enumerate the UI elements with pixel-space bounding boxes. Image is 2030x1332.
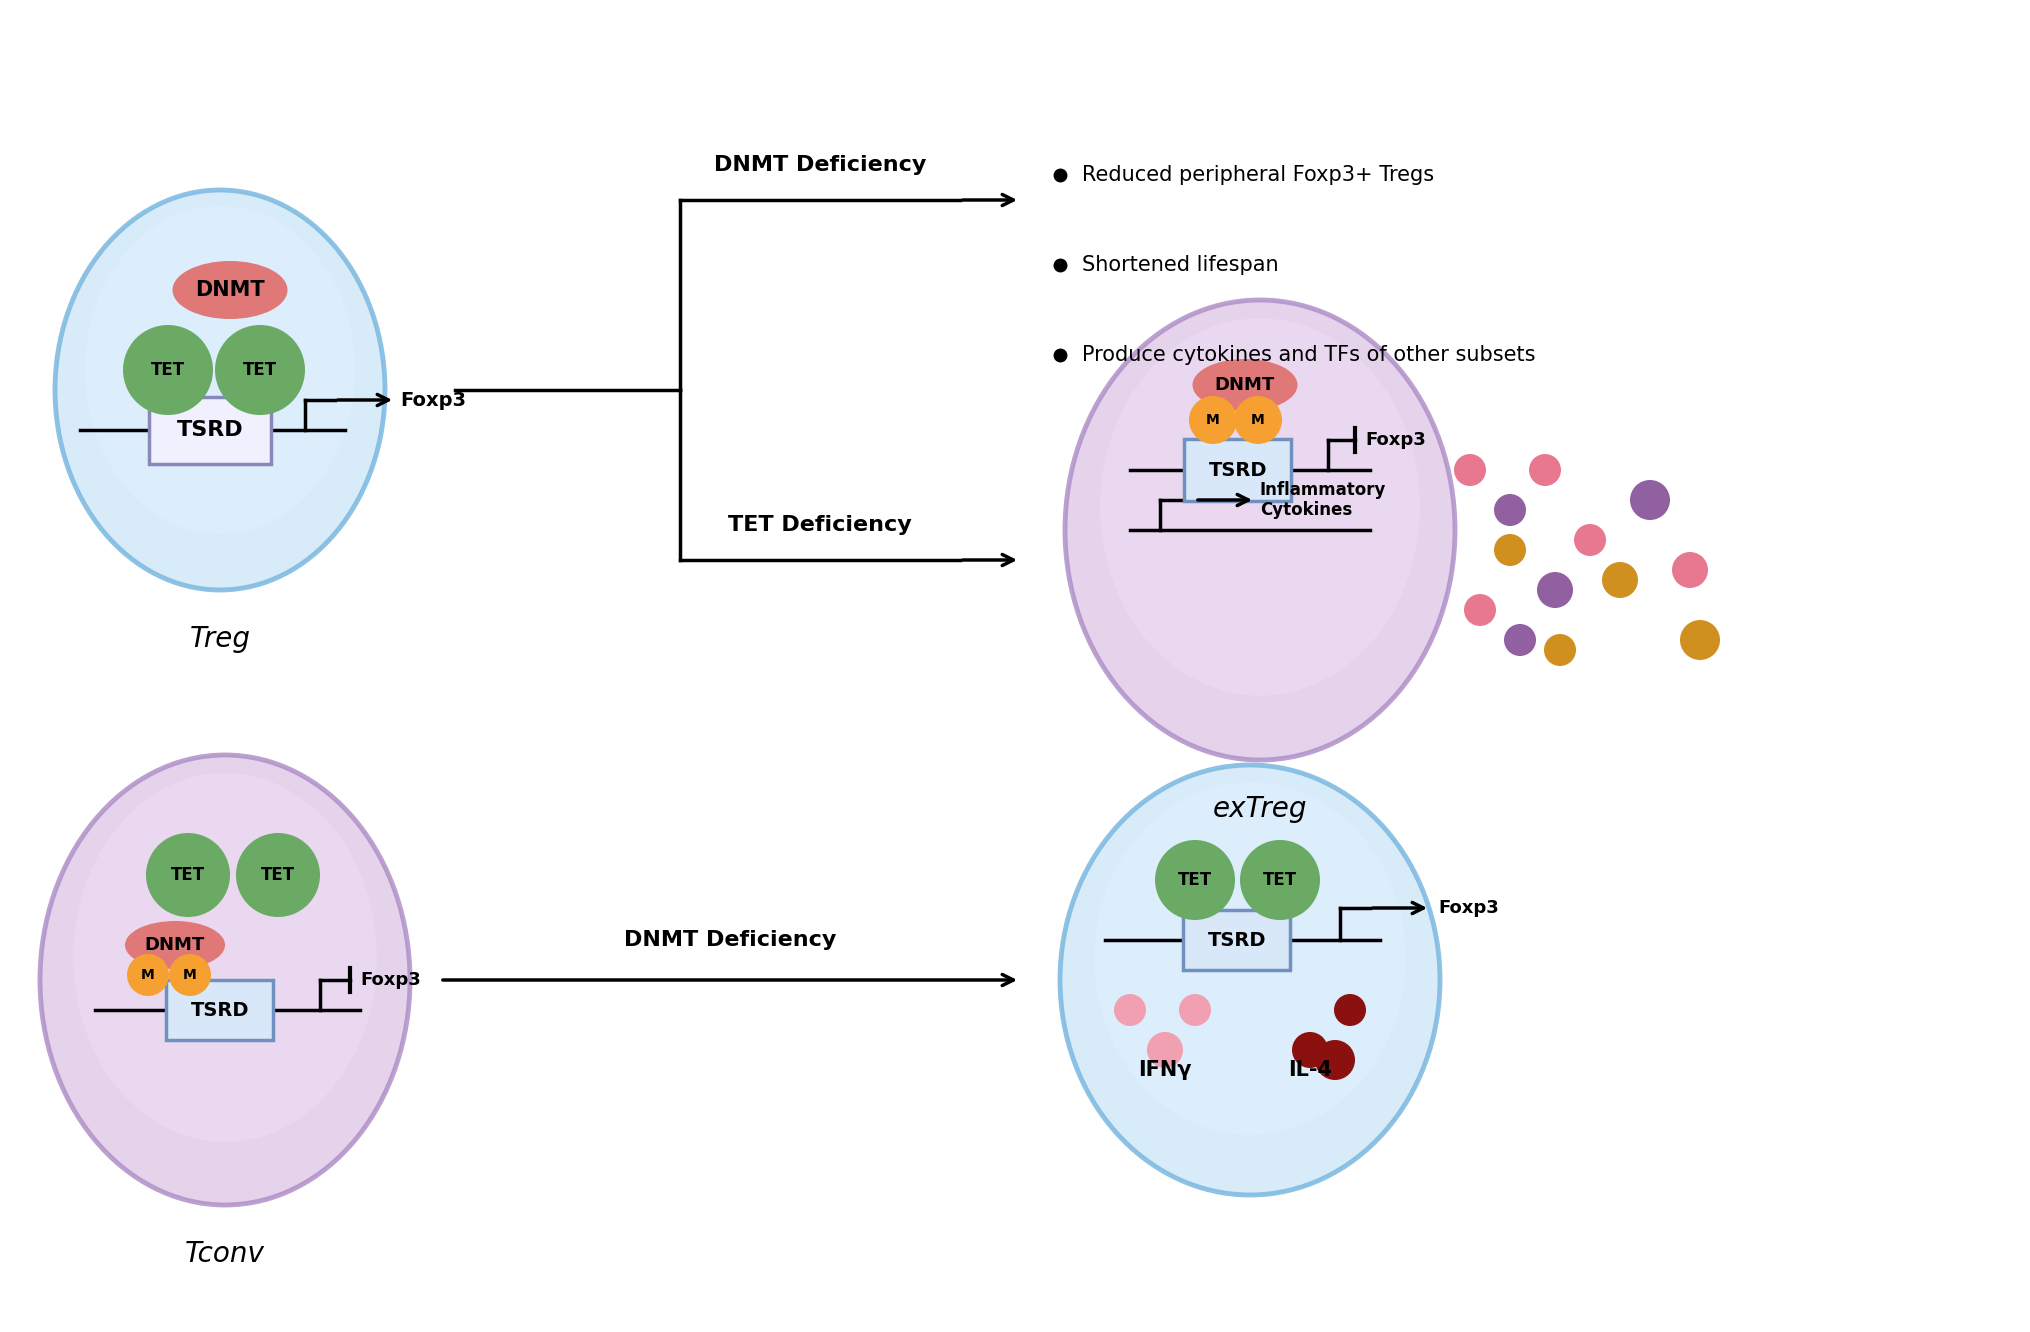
Circle shape <box>124 325 213 416</box>
Circle shape <box>1334 994 1366 1026</box>
Text: Inflammatory
Cytokines: Inflammatory Cytokines <box>1261 481 1386 519</box>
Circle shape <box>1529 454 1561 486</box>
Ellipse shape <box>173 261 288 318</box>
Text: TET: TET <box>150 361 185 380</box>
Ellipse shape <box>85 206 355 534</box>
FancyBboxPatch shape <box>1183 440 1291 501</box>
Circle shape <box>1630 480 1671 519</box>
Text: TSRD: TSRD <box>177 420 244 440</box>
Ellipse shape <box>73 773 378 1142</box>
Text: DNMT: DNMT <box>1214 376 1275 394</box>
Circle shape <box>128 954 168 996</box>
Text: TET: TET <box>244 361 276 380</box>
Circle shape <box>1537 571 1573 607</box>
Text: DNMT: DNMT <box>144 936 205 954</box>
Circle shape <box>1190 396 1236 444</box>
Ellipse shape <box>1100 318 1419 695</box>
Ellipse shape <box>41 755 410 1205</box>
Circle shape <box>1504 623 1537 655</box>
Circle shape <box>1681 619 1719 659</box>
Circle shape <box>1464 594 1496 626</box>
FancyBboxPatch shape <box>148 397 270 464</box>
Text: Produce cytokines and TFs of other subsets: Produce cytokines and TFs of other subse… <box>1082 345 1535 365</box>
Circle shape <box>1240 840 1320 920</box>
Ellipse shape <box>55 190 386 590</box>
Ellipse shape <box>1192 360 1297 412</box>
Circle shape <box>1453 454 1486 486</box>
FancyBboxPatch shape <box>1183 910 1291 970</box>
Circle shape <box>1114 994 1147 1026</box>
Text: DNMT Deficiency: DNMT Deficiency <box>715 155 926 174</box>
Text: M: M <box>1250 413 1265 428</box>
Text: IL-4: IL-4 <box>1287 1060 1332 1080</box>
Ellipse shape <box>1094 782 1407 1135</box>
Text: Foxp3: Foxp3 <box>400 390 467 409</box>
Text: TSRD: TSRD <box>191 1000 250 1019</box>
Circle shape <box>1234 396 1283 444</box>
Circle shape <box>235 832 321 916</box>
Text: IFNγ: IFNγ <box>1139 1060 1192 1080</box>
Text: DNMT Deficiency: DNMT Deficiency <box>623 930 836 950</box>
Circle shape <box>1573 523 1606 555</box>
Circle shape <box>1155 840 1234 920</box>
Circle shape <box>1315 1040 1354 1080</box>
Text: TET: TET <box>171 866 205 884</box>
Text: Foxp3: Foxp3 <box>359 971 420 988</box>
Circle shape <box>1673 551 1707 587</box>
Text: TET Deficiency: TET Deficiency <box>729 515 911 535</box>
Text: M: M <box>142 968 154 982</box>
Text: Treg: Treg <box>189 625 250 653</box>
Circle shape <box>1179 994 1212 1026</box>
Text: Shortened lifespan: Shortened lifespan <box>1082 254 1279 274</box>
Text: M: M <box>183 968 197 982</box>
Text: TET: TET <box>262 866 294 884</box>
Circle shape <box>1494 534 1527 566</box>
Text: DNMT: DNMT <box>195 280 264 300</box>
Ellipse shape <box>1060 765 1439 1195</box>
Circle shape <box>168 954 211 996</box>
Ellipse shape <box>126 920 225 968</box>
Circle shape <box>1147 1032 1183 1068</box>
Circle shape <box>1602 562 1638 598</box>
Text: exTreg: exTreg <box>1212 795 1307 823</box>
Ellipse shape <box>1066 300 1456 761</box>
Circle shape <box>146 832 229 916</box>
Circle shape <box>1291 1032 1328 1068</box>
Text: Tconv: Tconv <box>185 1240 266 1268</box>
Text: TSRD: TSRD <box>1208 931 1267 950</box>
Circle shape <box>215 325 304 416</box>
Text: Foxp3: Foxp3 <box>1364 432 1425 449</box>
FancyBboxPatch shape <box>166 980 274 1040</box>
Text: TET: TET <box>1177 871 1212 888</box>
Text: M: M <box>1206 413 1220 428</box>
Text: TSRD: TSRD <box>1208 461 1267 480</box>
Circle shape <box>1545 634 1575 666</box>
Circle shape <box>1494 494 1527 526</box>
Text: Foxp3: Foxp3 <box>1437 899 1498 916</box>
Text: TET: TET <box>1263 871 1297 888</box>
Text: Reduced peripheral Foxp3+ Tregs: Reduced peripheral Foxp3+ Tregs <box>1082 165 1433 185</box>
